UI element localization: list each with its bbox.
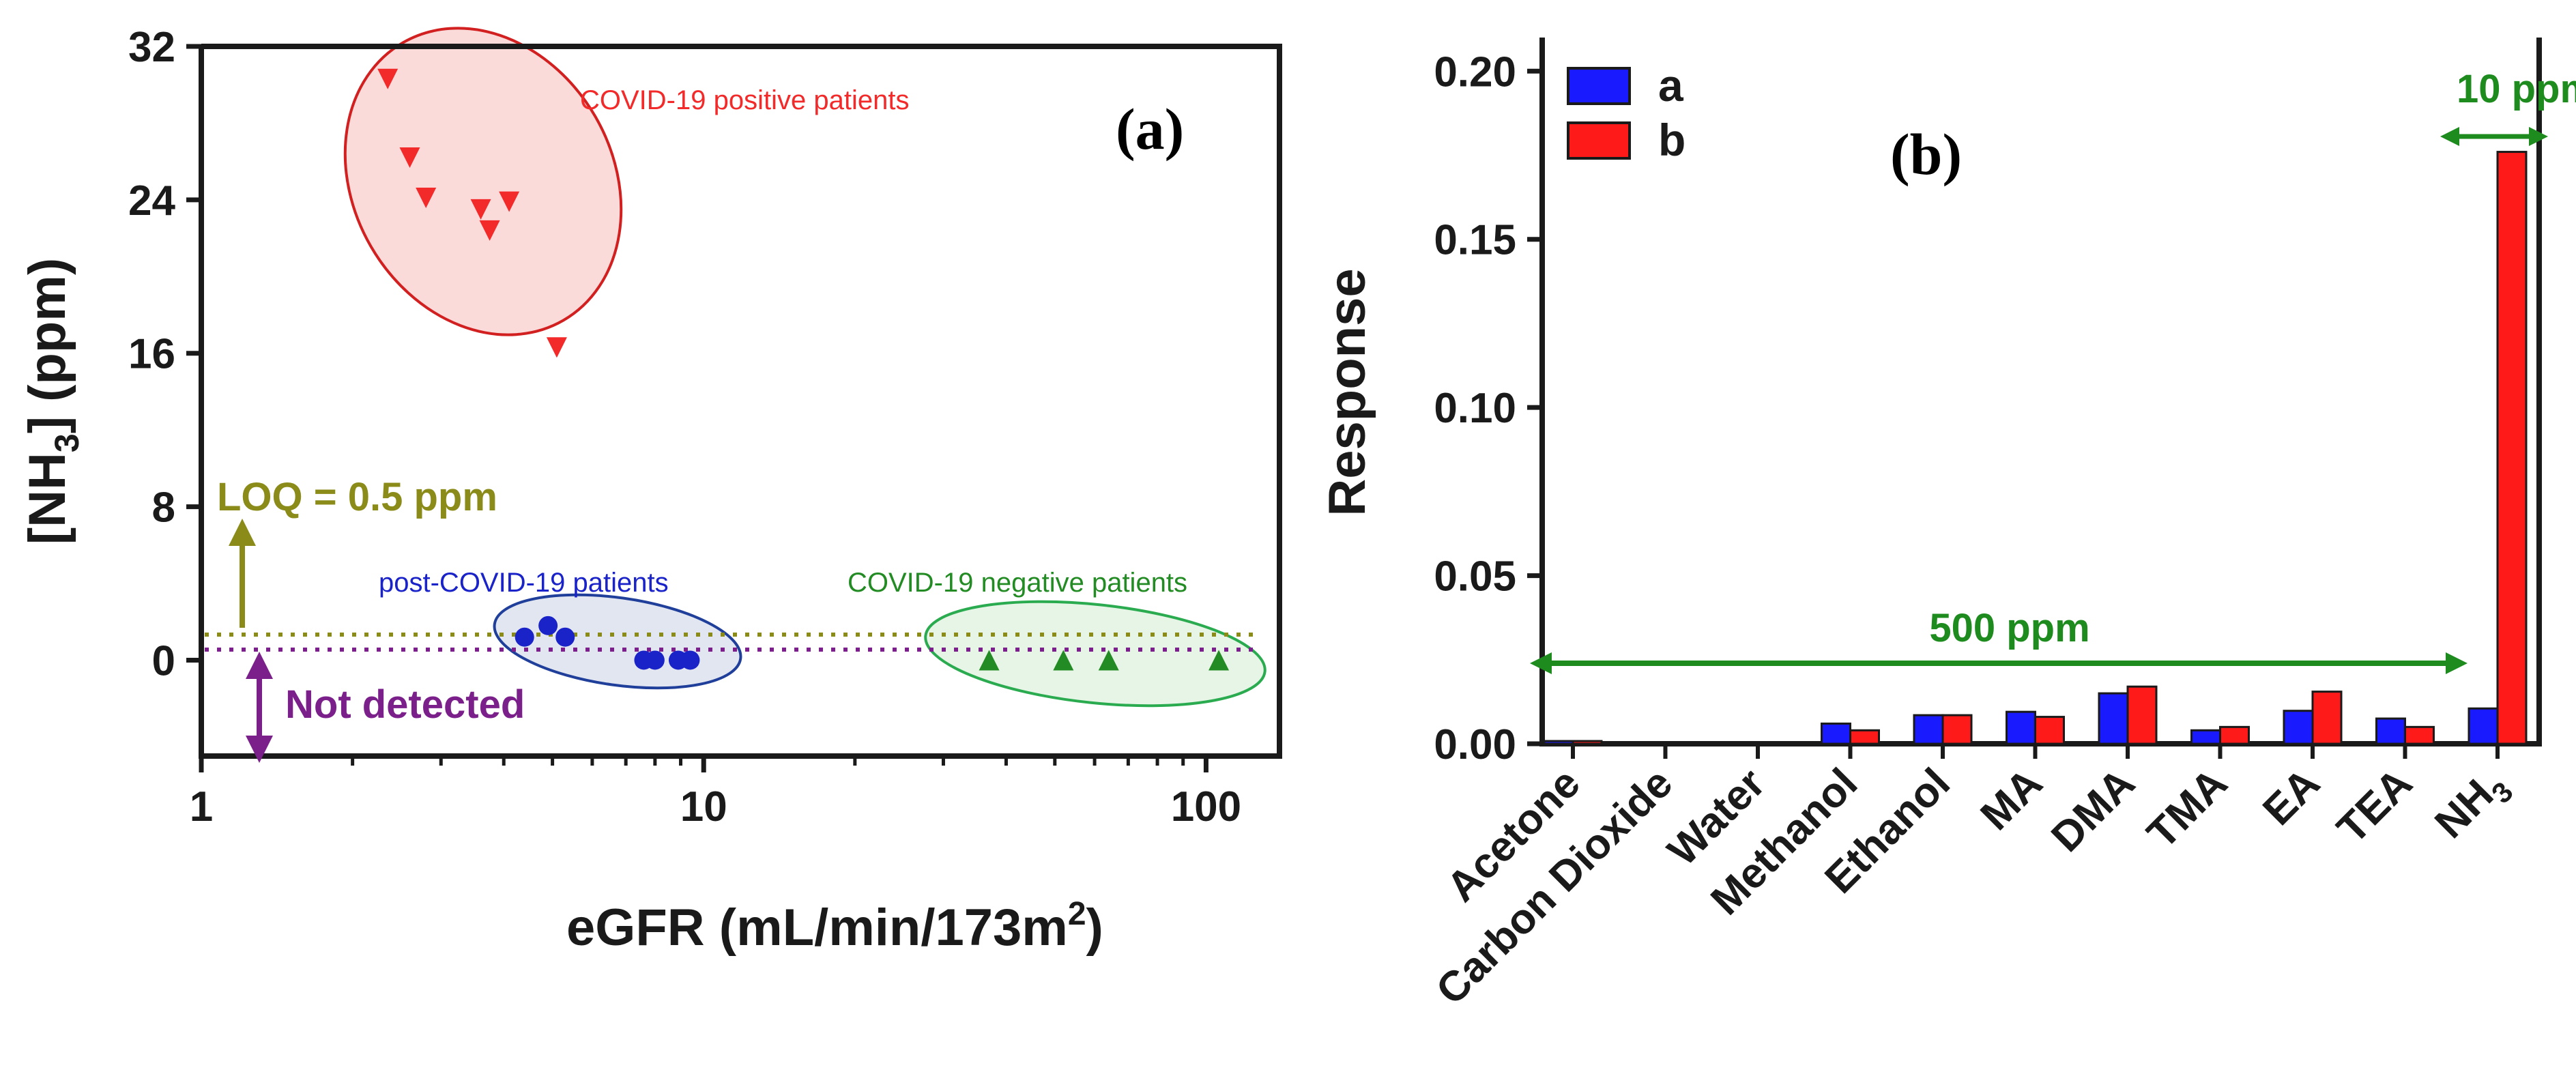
- legend-swatch-b: [1567, 121, 1631, 160]
- scatter-point-series-1: [515, 627, 534, 647]
- panel-a-label: (a): [1116, 96, 1184, 162]
- range-10-label: 10 ppm: [2457, 67, 2576, 111]
- bar-a-5: [2006, 710, 2036, 745]
- scatter-point-series-0: [546, 337, 567, 358]
- b-xtick-label: MA: [1971, 759, 2051, 839]
- not-detected-label: Not detected: [285, 682, 525, 727]
- bar-b-4: [1941, 714, 1973, 745]
- panel-a-x-axis-label: eGFR (mL/min/173m2): [566, 896, 1103, 957]
- a-xtick-label: 1: [190, 783, 213, 830]
- bar-b-6: [2126, 685, 2158, 745]
- scatter-point-series-2: [979, 650, 1000, 671]
- a-ytick-label: 8: [152, 484, 175, 532]
- b-xtick-label: TMA: [2139, 759, 2237, 858]
- b-ytick-label: 0.15: [1434, 217, 1516, 264]
- panel-b-y-axis-label: Response: [1318, 268, 1376, 516]
- b-xtick-label: EA: [2254, 759, 2329, 835]
- scatter-point-series-2: [1053, 650, 1074, 671]
- legend-label-a: a: [1658, 60, 1684, 111]
- scatter-point-series-0: [479, 220, 500, 241]
- negative-group-label: COVID-19 negative patients: [848, 568, 1187, 598]
- scatter-point-series-0: [377, 68, 399, 89]
- bar-b-3: [1849, 729, 1880, 745]
- bar-a-8: [2283, 710, 2314, 745]
- scatter-point-series-2: [1209, 650, 1230, 671]
- bar-b-9: [2404, 725, 2435, 745]
- post-group-label: post-COVID-19 patients: [379, 568, 669, 598]
- scatter-point-series-0: [470, 199, 491, 220]
- scatter-point-series-0: [499, 191, 520, 212]
- bar-b-0: [1572, 740, 1603, 745]
- bar-a-0: [1543, 740, 1574, 745]
- bar-a-9: [2375, 717, 2406, 745]
- scatter-point-series-1: [538, 615, 558, 635]
- b-xtick-label: TEA: [2328, 759, 2421, 852]
- scatter-point-series-1: [555, 627, 575, 647]
- scatter-point-series-1: [680, 650, 700, 670]
- negative-group-ellipse: [924, 600, 1267, 708]
- b-ytick-label: 0.20: [1434, 48, 1516, 96]
- a-xtick-label: 100: [1171, 783, 1241, 830]
- b-xtick-label: NH3: [2426, 759, 2519, 852]
- panel-a-scatter: 0 8 16 24 32 1 10 100 COVID-19 positive patien…: [18, 24, 1282, 957]
- a-ytick-label: 32: [128, 24, 175, 71]
- bar-b-7: [2219, 725, 2250, 745]
- bar-a-4: [1913, 714, 1944, 745]
- panel-a-y-axis-label: [NH3] (ppm): [18, 258, 86, 545]
- bar-b-8: [2311, 691, 2343, 745]
- bar-b-10: [2496, 151, 2528, 745]
- loq-label: LOQ = 0.5 ppm: [217, 475, 497, 519]
- legend-swatch-a: [1567, 67, 1631, 105]
- a-xtick-label: 10: [680, 783, 727, 830]
- panel-b-label: (b): [1890, 121, 1962, 187]
- bar-b-5: [2034, 716, 2065, 745]
- scatter-point-series-0: [416, 188, 437, 209]
- b-ytick-label: 0.10: [1434, 385, 1516, 432]
- b-ytick-label: 0.00: [1434, 721, 1516, 768]
- bar-a-3: [1821, 722, 1851, 745]
- bar-a-7: [2190, 729, 2221, 745]
- b-ytick-label: 0.05: [1434, 553, 1516, 600]
- scatter-point-series-1: [645, 650, 665, 670]
- b-xtick-label: DMA: [2042, 759, 2144, 861]
- positive-group-ellipse: [343, 27, 623, 336]
- bar-a-10: [2468, 707, 2499, 745]
- a-ytick-label: 0: [152, 637, 175, 684]
- bar-a-6: [2098, 692, 2129, 745]
- range-500-label: 500 ppm: [1929, 606, 2089, 650]
- legend-label-b: b: [1658, 115, 1685, 165]
- a-ytick-label: 16: [128, 331, 175, 378]
- a-ytick-label: 24: [128, 177, 175, 224]
- positive-group-label: COVID-19 positive patients: [580, 85, 909, 115]
- scatter-point-series-2: [1098, 650, 1119, 671]
- scatter-point-series-0: [399, 147, 420, 169]
